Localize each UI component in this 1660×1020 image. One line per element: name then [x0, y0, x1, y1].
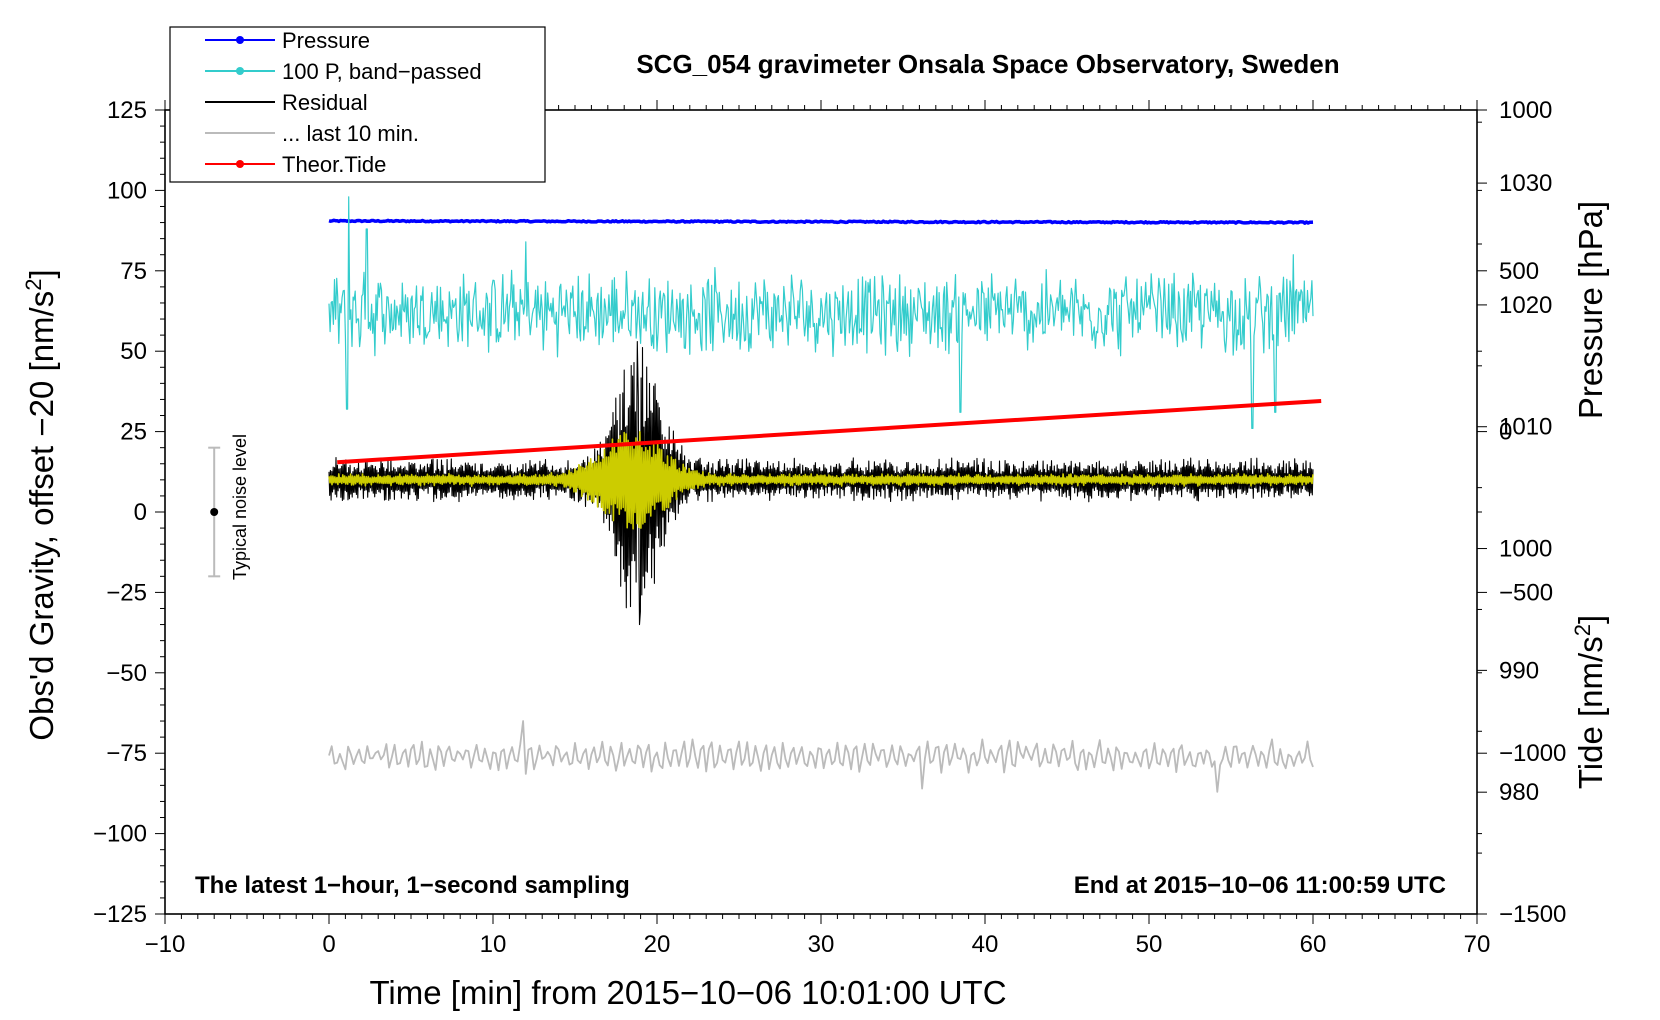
legend-swatch-marker [236, 36, 244, 44]
legend[interactable]: Pressure 100 P, band−passed Residual ... la… [169, 26, 546, 183]
y-pressure-tick-label: 1030 [1499, 170, 1552, 197]
legend-label: 100 P, band−passed [282, 59, 482, 84]
noise-bar-center [210, 508, 219, 516]
series-last-10-min [328, 720, 1314, 793]
y-axis-left-label-end: ] [23, 269, 60, 278]
y-axis-pressure-label: Pressure [hPa] [1572, 201, 1609, 419]
y-left-tick-label: −75 [106, 740, 147, 767]
y-pressure-tick-label: 980 [1499, 779, 1539, 806]
x-tick-label: 10 [480, 931, 507, 958]
y-axis-tide-label-text: Tide [nm/s [1572, 636, 1609, 789]
y-pressure-tick-label: 1010 [1499, 414, 1552, 441]
y-left-tick-label: −100 [93, 821, 147, 848]
legend-label: Theor.Tide [282, 152, 386, 177]
y-left-tick-label: 75 [120, 258, 147, 285]
y-pressure-tick-label: 1000 [1499, 536, 1552, 563]
y-axis-tide-label: Tide [nm/s2] [1570, 615, 1609, 789]
x-tick-label: 70 [1464, 931, 1491, 958]
axes: −10 0 10 20 30 40 50 60 701251007550250−25−50−75… [93, 97, 1566, 958]
y-left-tick-label: 25 [120, 419, 147, 446]
x-tick-label: 30 [808, 931, 835, 958]
annotation-sampling: The latest 1−hour, 1−second sampling [195, 872, 630, 899]
x-tick-label: 60 [1300, 931, 1327, 958]
y-axis-left-label-sup: 2 [21, 279, 46, 291]
noise-level-label: Typical noise level [230, 434, 250, 580]
y-left-tick-label: 0 [134, 499, 147, 526]
x-tick-label: −10 [145, 931, 186, 958]
series-theor-tide [337, 399, 1322, 465]
x-tick-label: 20 [644, 931, 671, 958]
series-pressure-bandpassed [328, 196, 1314, 429]
y-tide-tick-label: −1000 [1499, 740, 1566, 767]
legend-label: Residual [282, 90, 368, 115]
y-tide-tick-label: −500 [1499, 579, 1553, 606]
y-axis-left-label-text: Obs'd Gravity, offset −20 [nm/s [23, 291, 60, 741]
y-pressure-tick-label: 1020 [1499, 292, 1552, 319]
y-left-tick-label: 50 [120, 338, 147, 365]
y-tide-tick-label: 1000 [1499, 97, 1552, 124]
y-tide-tick-label: 0 [1499, 419, 1512, 446]
y-left-tick-label: −25 [106, 579, 147, 606]
series-residual-smoothed [328, 431, 1314, 530]
x-tick-label: 0 [322, 931, 335, 958]
legend-swatch-marker [236, 67, 244, 75]
y-tide-tick-label: 500 [1499, 258, 1539, 285]
y-left-tick-label: 125 [107, 97, 147, 124]
x-tick-label: 50 [1136, 931, 1163, 958]
legend-label: Pressure [282, 28, 370, 53]
legend-swatch-marker [236, 160, 244, 168]
y-left-tick-label: 100 [107, 177, 147, 204]
y-pressure-tick-label: 990 [1499, 657, 1539, 684]
y-axis-left-label: Obs'd Gravity, offset −20 [nm/s2] [21, 269, 60, 740]
x-axis-label: Time [min] from 2015−10−06 10:01:00 UTC [369, 974, 1006, 1011]
y-left-tick-label: −125 [93, 901, 147, 928]
legend-label: ... last 10 min. [282, 121, 419, 146]
legend-box [169, 26, 546, 183]
y-axis-tide-label-sup: 2 [1570, 624, 1595, 636]
x-tick-label: 40 [972, 931, 999, 958]
plot-area [208, 196, 1322, 793]
y-axis-tide-label-end: ] [1572, 615, 1609, 624]
series-pressure [328, 218, 1314, 225]
annotation-end-time: End at 2015−10−06 11:00:59 UTC [1074, 872, 1446, 899]
y-left-tick-label: −50 [106, 660, 147, 687]
y-tide-tick-label: −1500 [1499, 901, 1566, 928]
chart-title: SCG_054 gravimeter Onsala Space Observat… [636, 49, 1339, 79]
